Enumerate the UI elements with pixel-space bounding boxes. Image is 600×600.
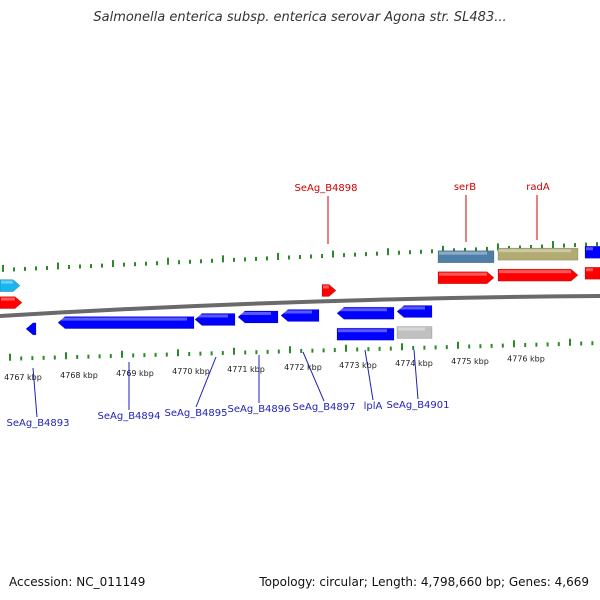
gene-forward-edge[interactable] xyxy=(0,296,23,309)
gene-seag-b4901-a[interactable] xyxy=(396,305,433,318)
bottom-gene-label[interactable]: lplA xyxy=(364,401,383,412)
kbp-coordinate-label: 4772 kbp xyxy=(284,363,322,372)
gene-seag-b4898-highlight xyxy=(323,285,329,289)
gene-edge-right-top[interactable] xyxy=(584,245,600,259)
gene-seag-b4896-highlight xyxy=(239,311,271,315)
gene-seag-b4894-highlight xyxy=(59,317,187,321)
gene-lpla-a-highlight xyxy=(338,308,387,312)
bottom-label-leader xyxy=(364,349,374,401)
kbp-coordinate-label: 4768 kbp xyxy=(60,371,98,380)
bottom-gene-label[interactable]: SeAg_B4901 xyxy=(387,400,450,411)
gene-lpla-a[interactable] xyxy=(336,306,395,320)
gene-seag-b4893-highlight xyxy=(27,323,29,327)
bottom-label-leader xyxy=(302,351,325,402)
gene-seag-b4895[interactable] xyxy=(194,313,236,326)
bottom-gene-label[interactable]: SeAg_B4893 xyxy=(7,418,70,429)
feature-rada-region[interactable] xyxy=(497,247,579,261)
gene-seag-b4896[interactable] xyxy=(237,310,279,324)
feature-rada-region-highlight xyxy=(499,249,571,253)
kbp-coordinate-label: 4770 kbp xyxy=(172,367,210,376)
kbp-coordinate-label: 4771 kbp xyxy=(227,365,265,374)
bottom-label-leader xyxy=(32,367,38,418)
feature-serb-region-highlight xyxy=(439,251,487,255)
gene-lpla-b-highlight xyxy=(338,329,387,333)
backbone-layer xyxy=(0,294,600,318)
gene-forward-edge-highlight xyxy=(1,297,15,301)
bottom-gene-label[interactable]: SeAg_B4894 xyxy=(98,411,161,422)
gene-seag-b4898[interactable] xyxy=(321,284,337,297)
gene-edge-right-highlight xyxy=(586,268,593,272)
genome-backbone xyxy=(0,294,600,318)
kbp-coordinate-label: 4775 kbp xyxy=(451,357,489,366)
gene-edge-right-top-highlight xyxy=(586,247,593,251)
map-title: Salmonella enterica subsp. enterica sero… xyxy=(93,10,507,25)
labels-layer: SeAg_B4898 serB radA SeAg_B4893 SeAg_B4894 Se… xyxy=(4,182,550,429)
gene-serb[interactable] xyxy=(437,271,495,284)
bottom-gene-label[interactable]: SeAg_B4896 xyxy=(228,404,291,415)
feature-serb-region[interactable] xyxy=(437,250,495,263)
kbp-coordinate-label: 4767 kbp xyxy=(4,373,42,382)
genes-layer[interactable] xyxy=(0,245,600,341)
gene-rada-highlight xyxy=(499,270,571,274)
top-gene-label[interactable]: radA xyxy=(526,182,550,193)
gene-cyan-edge[interactable] xyxy=(0,279,21,292)
gene-seag-b4893[interactable] xyxy=(25,322,37,336)
bottom-gene-label[interactable]: SeAg_B4895 xyxy=(165,408,228,419)
gene-lpla-b[interactable] xyxy=(336,327,395,341)
gene-seag-b4901-b-highlight xyxy=(398,327,425,331)
kbp-coordinate-label: 4774 kbp xyxy=(395,359,433,368)
gene-seag-b4894[interactable] xyxy=(57,316,195,329)
bottom-tick-track xyxy=(9,338,594,361)
gene-seag-b4901-b[interactable] xyxy=(396,326,433,339)
top-gene-label[interactable]: SeAg_B4898 xyxy=(295,183,358,194)
gene-seag-b4895-highlight xyxy=(196,314,228,318)
kbp-coordinate-label: 4776 kbp xyxy=(507,355,545,364)
gene-seag-b4897[interactable] xyxy=(280,309,320,322)
gene-seag-b4901-a-highlight xyxy=(398,306,425,310)
kbp-coordinate-label: 4773 kbp xyxy=(339,361,377,370)
gene-seag-b4897-highlight xyxy=(282,310,312,314)
gene-serb-highlight xyxy=(439,272,487,276)
label-leaders xyxy=(32,195,538,418)
gene-rada[interactable] xyxy=(497,268,579,282)
bottom-label-leader xyxy=(413,349,419,400)
topology-text: Topology: circular; Length: 4,798,660 bp… xyxy=(259,575,589,589)
accession-text: Accession: NC_011149 xyxy=(9,575,146,589)
top-gene-label[interactable]: serB xyxy=(454,182,476,193)
gene-edge-right[interactable] xyxy=(584,266,600,280)
bottom-gene-label[interactable]: SeAg_B4897 xyxy=(293,402,356,413)
kbp-coordinate-label: 4769 kbp xyxy=(116,369,154,378)
bottom-label-leader xyxy=(195,356,217,408)
gene-cyan-edge-highlight xyxy=(1,280,13,284)
